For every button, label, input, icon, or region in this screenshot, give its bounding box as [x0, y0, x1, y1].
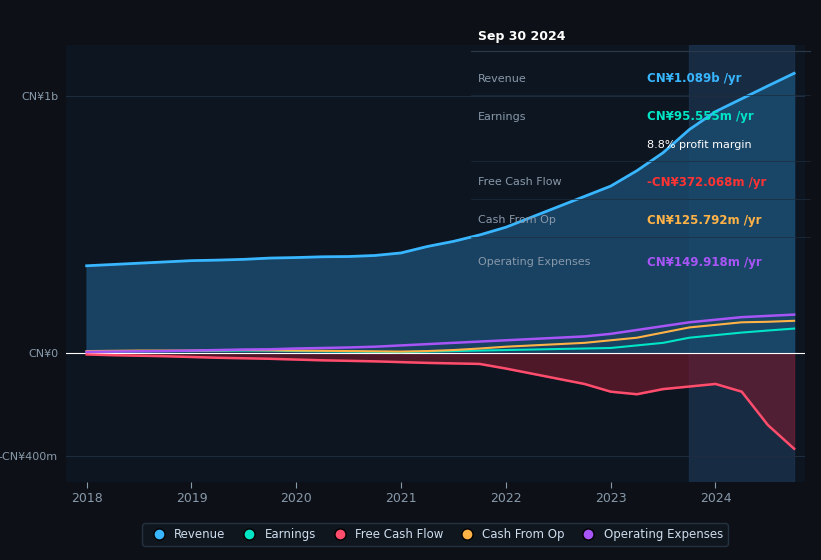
Text: CN¥149.918m /yr: CN¥149.918m /yr [648, 256, 762, 269]
Text: Cash From Op: Cash From Op [478, 215, 556, 225]
Text: Operating Expenses: Operating Expenses [478, 258, 590, 268]
Text: Sep 30 2024: Sep 30 2024 [478, 30, 566, 43]
Legend: Revenue, Earnings, Free Cash Flow, Cash From Op, Operating Expenses: Revenue, Earnings, Free Cash Flow, Cash … [143, 523, 727, 545]
Text: Free Cash Flow: Free Cash Flow [478, 178, 562, 188]
Text: CN¥125.792m /yr: CN¥125.792m /yr [648, 213, 762, 227]
Text: CN¥95.555m /yr: CN¥95.555m /yr [648, 110, 754, 123]
Text: Revenue: Revenue [478, 74, 527, 84]
Text: 8.8% profit margin: 8.8% profit margin [648, 140, 752, 150]
Text: CN¥1.089b /yr: CN¥1.089b /yr [648, 72, 742, 86]
Text: Earnings: Earnings [478, 111, 526, 122]
Bar [690, 45, 794, 482]
Text: -CN¥372.068m /yr: -CN¥372.068m /yr [648, 176, 767, 189]
